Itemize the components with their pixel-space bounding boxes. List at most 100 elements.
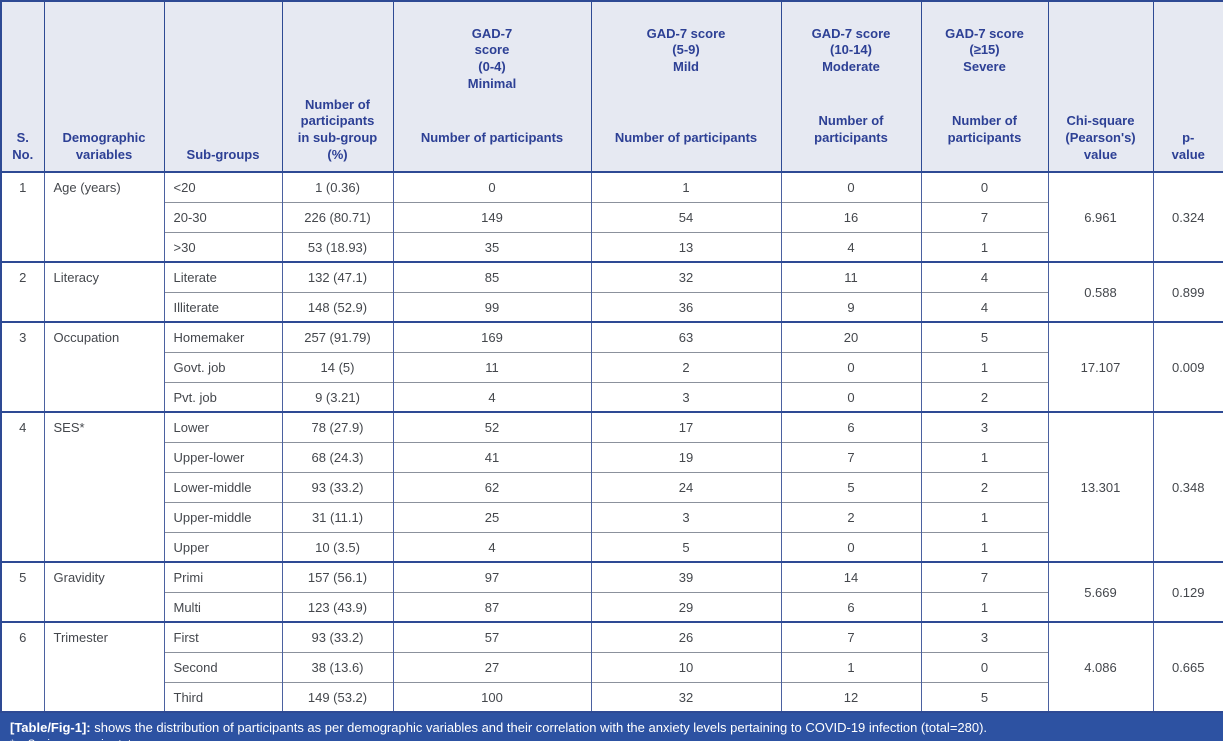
cell-gad-severe: 1 [920,591,1049,623]
cell-gad-mild: 39 [590,561,782,593]
cell-gad-moderate: 0 [780,381,922,413]
cell-p-value: 0.899 [1152,261,1223,323]
cell-subgroup: Lower [163,411,283,443]
cell-gad-minimal: 0 [392,171,592,203]
cell-gad-mild: 36 [590,291,782,323]
cell-gad-severe: 5 [920,681,1049,713]
cell-gad-severe: 1 [920,501,1049,533]
cell-gad-minimal: 62 [392,471,592,503]
cell-gad-severe: 4 [920,291,1049,323]
header-gad-mild-count: Number of participants [614,130,758,145]
cell-participants-percent: 9 (3.21) [281,381,394,413]
cell-s-no: 5 [0,561,45,623]
table-row: Upper-lower 68 (24.3) 41 19 7 1 [1,441,1223,473]
cell-participants-percent: 93 (33.2) [281,621,394,653]
cell-gad-minimal: 87 [392,591,592,623]
header-gad-minimal-count: Number of participants [420,130,564,145]
cell-participants-percent: 226 (80.71) [281,201,394,233]
cell-s-no: 2 [0,261,45,323]
cell-p-value: 0.324 [1152,171,1223,263]
cell-gad-severe: 2 [920,381,1049,413]
table-caption-text: shows the distribution of participants a… [94,720,988,736]
cell-gad-minimal: 4 [392,381,592,413]
cell-gad-moderate: 9 [780,291,922,323]
cell-gad-severe: 1 [920,441,1049,473]
cell-gad-severe: 7 [920,201,1049,233]
table-row: Third 149 (53.2) 100 32 12 5 [1,681,1223,713]
cell-participants-percent: 31 (11.1) [281,501,394,533]
cell-gad-mild: 17 [590,411,782,443]
cell-gad-minimal: 52 [392,411,592,443]
cell-participants-percent: 93 (33.2) [281,471,394,503]
cell-gad-mild: 29 [590,591,782,623]
cell-gad-moderate: 7 [780,621,922,653]
header-sub-groups: Sub-groups [163,0,283,174]
cell-gad-minimal: 41 [392,441,592,473]
table-row: 5 Gravidity Primi 157 (56.1) 97 39 14 7 5.669 0.1… [0,561,1223,623]
cell-gad-moderate: 14 [780,561,922,593]
cell-s-no: 3 [0,321,45,413]
table-row: >30 53 (18.93) 35 13 4 1 [1,231,1223,263]
table-row: 1 Age (years) <20 1 (0.36) 0 1 0 0 6.961 0.324 [0,171,1223,263]
cell-p-value: 0.348 [1152,411,1223,563]
cell-participants-percent: 148 (52.9) [281,291,394,323]
table-row: Lower-middle 93 (33.2) 62 24 5 2 [1,471,1223,503]
header-participants-percent: Number of participants in sub-group (%) [281,0,394,174]
header-gad-mild: GAD-7 score (5-9) Mild Number of partici… [590,0,782,174]
cell-gad-severe: 0 [920,651,1049,683]
table-header: S. No. Demographic variables Sub-groups … [0,0,1223,174]
cell-gad-mild: 13 [590,231,782,263]
table-row: Govt. job 14 (5) 11 2 0 1 [1,351,1223,383]
cell-gad-moderate: 0 [780,171,922,203]
cell-gad-mild: 54 [590,201,782,233]
cell-gad-severe: 3 [920,411,1049,443]
demographics-anxiety-table: S. No. Demographic variables Sub-groups … [0,0,1223,714]
cell-chi-square: 0.588 [1047,261,1154,323]
cell-gad-mild: 63 [590,321,782,353]
cell-gad-minimal: 4 [392,531,592,563]
cell-participants-percent: 68 (24.3) [281,441,394,473]
cell-gad-moderate: 5 [780,471,922,503]
cell-s-no: 4 [0,411,45,563]
header-row: S. No. Demographic variables Sub-groups … [0,0,1223,174]
table-row: 2 Literacy Literate 132 (47.1) 85 32 11 4 0.588 0… [0,261,1223,323]
cell-gad-severe: 2 [920,471,1049,503]
cell-p-value: 0.009 [1152,321,1223,413]
cell-demographic-variable: Literacy [43,261,165,323]
cell-gad-minimal: 35 [392,231,592,263]
cell-gad-mild: 26 [590,621,782,653]
cell-subgroup: Upper-middle [163,501,283,533]
cell-gad-minimal: 85 [392,261,592,293]
cell-gad-minimal: 97 [392,561,592,593]
cell-gad-minimal: 57 [392,621,592,653]
cell-chi-square: 13.301 [1047,411,1154,563]
cell-subgroup: >30 [163,231,283,263]
header-gad-minimal-score: GAD-7 score (0-4) Minimal [467,25,517,91]
cell-participants-percent: 14 (5) [281,351,394,383]
header-gad-severe-count: Number of participants [947,113,1022,145]
table-footnote: * = Socio-economic status. [10,738,1213,741]
cell-subgroup: First [163,621,283,653]
cell-participants-percent: 78 (27.9) [281,411,394,443]
cell-gad-minimal: 25 [392,501,592,533]
cell-gad-mild: 32 [590,681,782,713]
cell-subgroup: Primi [163,561,283,593]
cell-gad-minimal: 169 [392,321,592,353]
cell-gad-moderate: 0 [780,351,922,383]
cell-gad-mild: 24 [590,471,782,503]
table-row: Upper 10 (3.5) 4 5 0 1 [1,531,1223,563]
cell-gad-minimal: 11 [392,351,592,383]
table-row: Second 38 (13.6) 27 10 1 0 [1,651,1223,683]
cell-gad-moderate: 2 [780,501,922,533]
cell-gad-minimal: 99 [392,291,592,323]
cell-gad-moderate: 4 [780,231,922,263]
cell-participants-percent: 157 (56.1) [281,561,394,593]
cell-demographic-variable: Gravidity [43,561,165,623]
cell-gad-mild: 3 [590,501,782,533]
header-gad-minimal: GAD-7 score (0-4) Minimal Number of part… [392,0,592,174]
table-row: 4 SES* Lower 78 (27.9) 52 17 6 3 13.301 0.348 [0,411,1223,563]
cell-gad-moderate: 6 [780,411,922,443]
cell-gad-minimal: 27 [392,651,592,683]
cell-subgroup: Govt. job [163,351,283,383]
